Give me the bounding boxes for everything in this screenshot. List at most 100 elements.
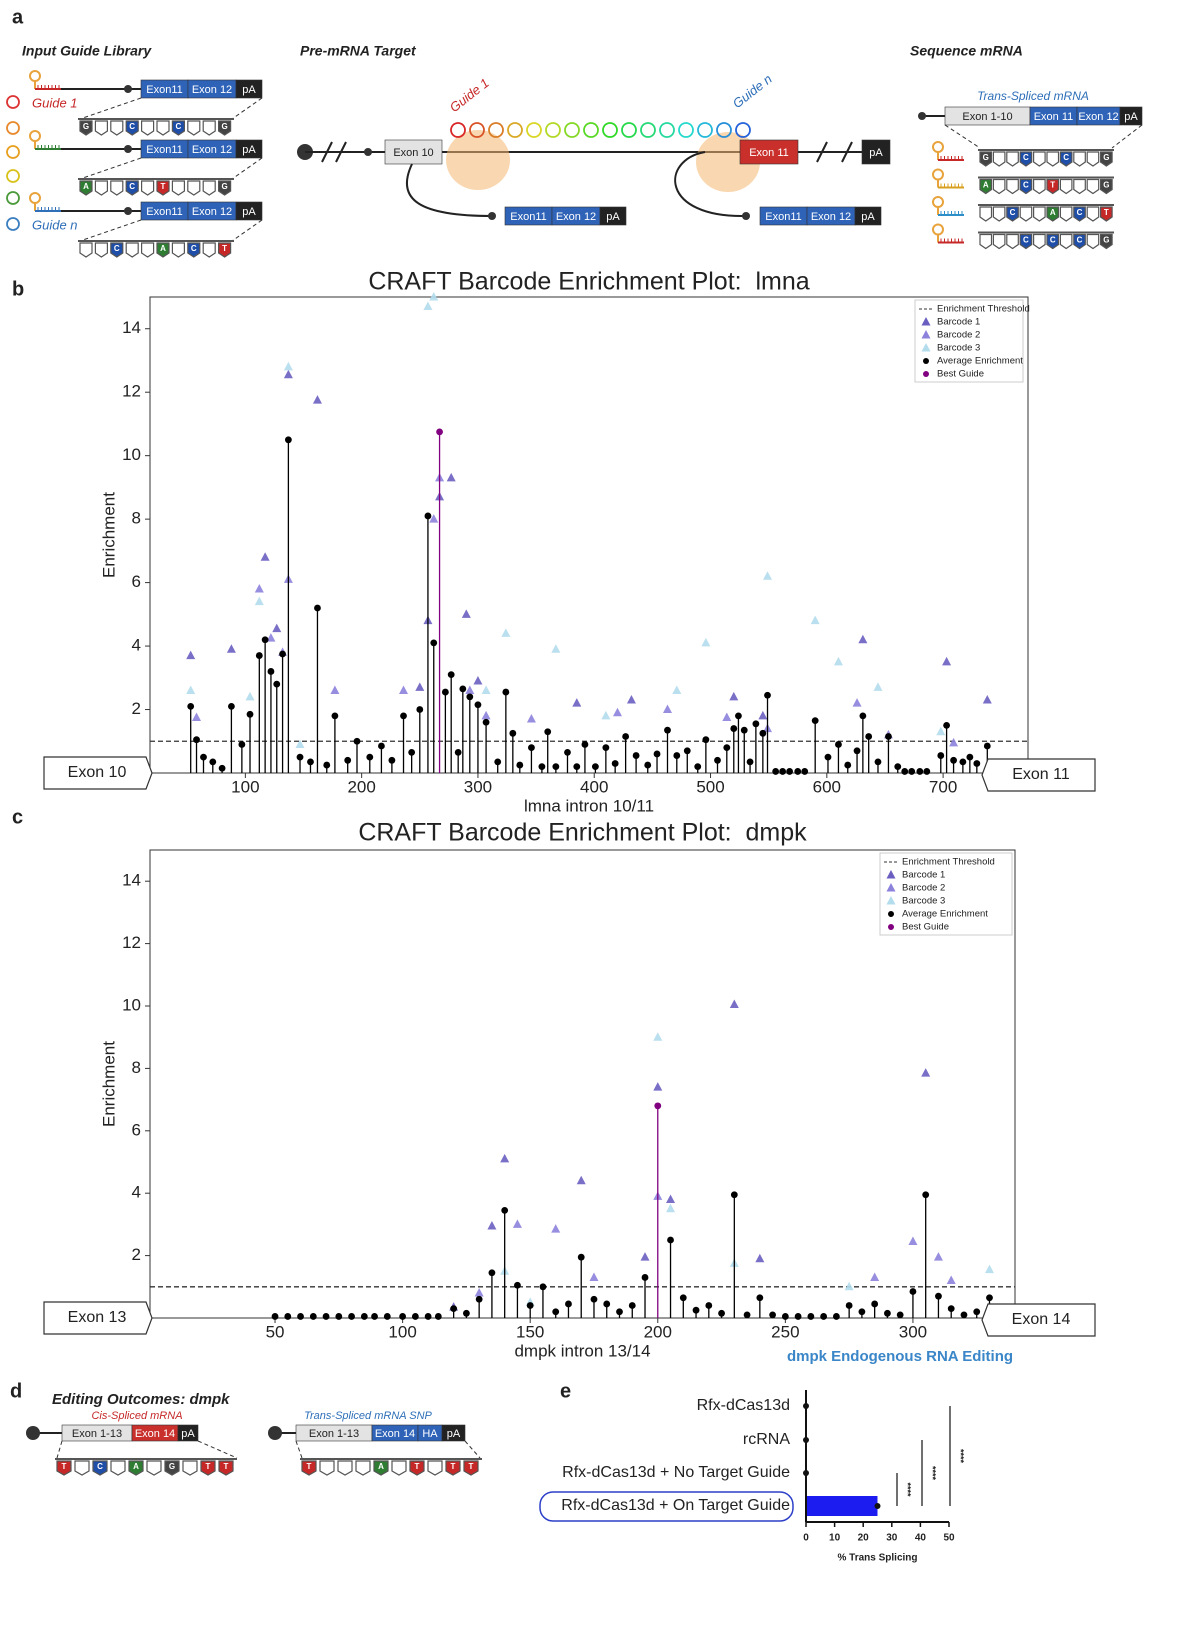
barcode-marker (626, 695, 636, 704)
barcode-marker (474, 1288, 484, 1297)
x-tick-label: 200 (347, 777, 375, 796)
barcode-tag (992, 233, 1006, 250)
stem-marker (408, 748, 416, 756)
barcode-marker (423, 301, 433, 311)
barcode-tag (1046, 233, 1060, 250)
barcode-tag (187, 242, 201, 258)
stem-marker (573, 763, 581, 771)
break-mark (335, 141, 347, 163)
significance-label: **** (903, 1482, 913, 1497)
stem-marker (307, 758, 314, 766)
barcode-marker (465, 685, 475, 694)
stem-marker (764, 691, 771, 699)
guide-circle (450, 122, 466, 138)
stem-marker (986, 1294, 993, 1302)
legend-box (879, 852, 1013, 936)
x-tick-label: 100 (231, 777, 259, 796)
stem-marker (730, 725, 738, 732)
stem-marker (348, 1313, 355, 1320)
rna-dot (364, 148, 372, 156)
barcode-marker (487, 1220, 497, 1230)
panel-label: d (10, 1380, 22, 1402)
barcode-tag (1059, 206, 1073, 222)
stem-marker (746, 758, 754, 766)
stem-marker (673, 752, 681, 759)
stem-marker (463, 1309, 470, 1317)
stem-marker (466, 693, 474, 701)
stem-marker (297, 1313, 304, 1320)
x-tick-label: 50 (943, 1533, 955, 1544)
barcode-marker (653, 1032, 663, 1041)
barcode-tag (1073, 178, 1086, 195)
legend-swatch (886, 883, 896, 892)
barcode-tag (301, 1460, 317, 1476)
category-label: Rfx-dCas13d + On Target Guide (561, 1497, 790, 1514)
guide-label: Guide 1 (32, 95, 78, 110)
barcode-marker (283, 369, 293, 379)
barcode-tag (1099, 151, 1113, 167)
exon-box (235, 201, 263, 221)
exon-label: Exon 14 (135, 1428, 175, 1440)
barcode-marker (186, 650, 196, 660)
stem-marker (694, 763, 702, 771)
stem-marker (983, 742, 991, 750)
barcode-marker (551, 1224, 561, 1233)
stem-marker (786, 768, 794, 775)
legend-label: Barcode 3 (902, 896, 945, 907)
barcode-tag (319, 1460, 335, 1476)
stem-marker (811, 717, 819, 725)
barcode-tag (979, 151, 993, 167)
barcode-letter: A (83, 182, 89, 191)
stem-marker (653, 750, 661, 758)
exon-label: Exon 10 (393, 147, 433, 159)
stem-marker (807, 1313, 815, 1320)
stem-marker (832, 1313, 840, 1320)
stem-marker (501, 1206, 509, 1214)
stem-marker (441, 688, 449, 696)
exon-box (739, 139, 799, 165)
y-tick-label: 8 (132, 509, 141, 528)
splice-curve (674, 151, 747, 218)
barcode-marker (984, 1264, 994, 1274)
barcode-tag (200, 1460, 216, 1476)
x-tick-label: 0 (803, 1533, 809, 1544)
legend-label: Barcode 3 (937, 343, 980, 354)
stem-marker (779, 768, 787, 775)
stem-marker (494, 758, 502, 766)
stem-marker (718, 1309, 725, 1317)
barcode-marker (729, 999, 739, 1008)
stem-marker (383, 1313, 391, 1320)
stem-marker (539, 1283, 547, 1291)
stem-marker (271, 1313, 279, 1320)
barcode-marker (763, 571, 773, 580)
guide-circle (564, 122, 580, 138)
barcode-tag (202, 180, 216, 196)
x-tick-label: 30 (886, 1533, 898, 1544)
barcode-tag (125, 242, 139, 258)
barcode-tag (110, 180, 124, 196)
barcode-letter: T (206, 1462, 211, 1471)
bar-point (874, 1503, 881, 1509)
stem-marker (973, 1308, 981, 1316)
exon-label: HA (422, 1428, 438, 1440)
x-tick-label: 500 (696, 777, 724, 796)
section-title: Sequence mRNA (910, 43, 1023, 59)
stem-marker (973, 760, 981, 767)
guide-circle (602, 122, 618, 138)
barcode-marker (461, 609, 471, 618)
stem-marker (679, 1294, 687, 1302)
stem-marker (279, 650, 286, 658)
y-axis-label: Enrichment (99, 492, 118, 578)
barcode-tag (182, 1460, 198, 1476)
break-mark (321, 141, 333, 163)
stem-marker (509, 729, 517, 737)
guide-circle (6, 145, 20, 159)
barcode-tag (1032, 206, 1046, 222)
barcode-letter: G (221, 182, 227, 191)
barcode-marker (873, 682, 883, 691)
stem-marker (378, 742, 385, 750)
exon-label: Exon 11 (749, 147, 789, 159)
barcode-marker (640, 1252, 650, 1261)
legend-label: Average Enrichment (902, 909, 988, 920)
stem-marker (218, 764, 226, 772)
